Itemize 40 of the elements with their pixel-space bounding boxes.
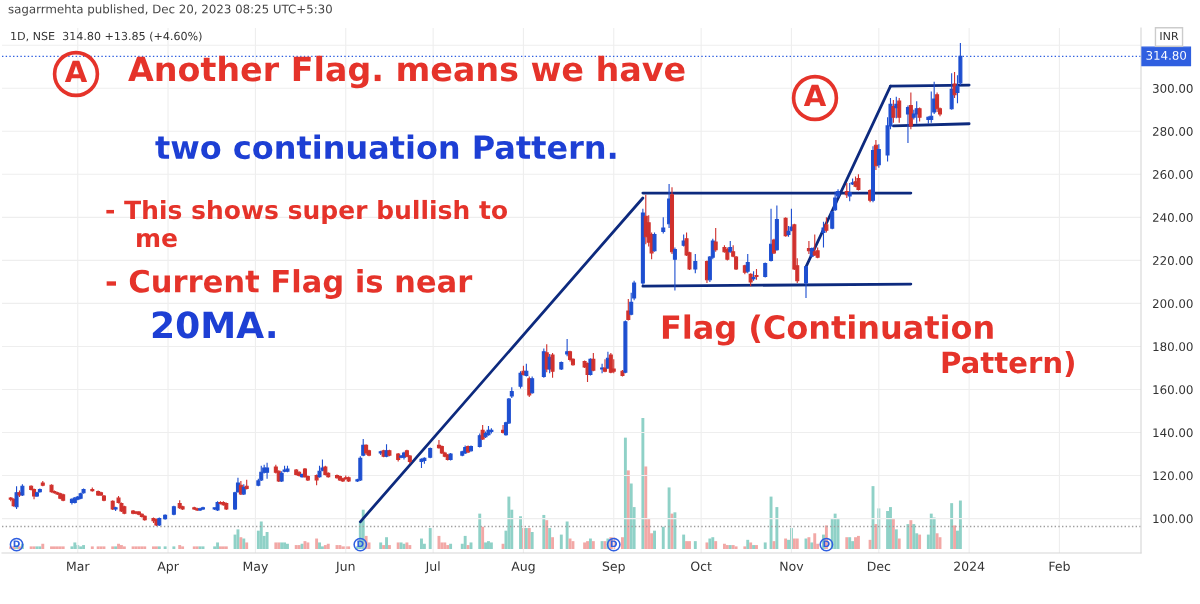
y-tick-label: 160.00 — [1153, 385, 1193, 395]
y-tick-label: 120.00 — [1153, 471, 1193, 481]
x-tick-label: Jul — [424, 561, 440, 574]
x-tick-label: Nov — [780, 561, 804, 572]
annotation: D — [823, 540, 830, 548]
x-tick-label: Aug — [511, 561, 535, 574]
x-tick-label: Sep — [602, 561, 625, 574]
x-tick-label: Oct — [691, 561, 712, 572]
y-tick-label: 300.00 — [1153, 83, 1193, 93]
x-tick-label: Jun — [335, 561, 355, 574]
chart-subtitle: 1D, NSE 314.80 +13.85 (+4.60%) — [11, 31, 202, 42]
y-tick-label: 100.00 — [1153, 514, 1193, 524]
annotation: Another Flag. means we have — [128, 55, 685, 89]
x-tick-label: 2024 — [954, 561, 985, 572]
y-tick-label: 180.00 — [1153, 342, 1193, 352]
y-tick-label: 140.00 — [1153, 428, 1193, 438]
annotation: A — [803, 84, 827, 107]
y-tick-label: 220.00 — [1152, 256, 1193, 266]
x-tick-label: Dec — [867, 561, 891, 572]
annotation: Flag (Continuation — [662, 314, 993, 346]
x-tick-label: Apr — [157, 561, 179, 574]
x-tick-label: Mar — [67, 561, 90, 572]
y-axis-title: INR — [1160, 31, 1179, 41]
y-tick-label: 260.00 — [1152, 170, 1193, 179]
chart-title: sagarrmehta published, Dec 20, 2023 08:25 UTC+5:30 — [8, 4, 332, 16]
y-tick-label: 200.00 — [1152, 299, 1193, 309]
annotation: two continuation Pattern. — [155, 134, 616, 160]
annotation: 20MA. — [152, 311, 275, 339]
annotation: D — [13, 540, 20, 548]
ref-line-label: 314.80 — [1146, 50, 1187, 60]
annotation: me — [137, 232, 177, 248]
x-tick-label: May — [243, 561, 268, 574]
y-tick-label: 280.00 — [1152, 127, 1193, 136]
y-tick-label: 240.00 — [1152, 213, 1193, 222]
annotation: - Current Flag is near — [106, 269, 473, 299]
annotation: Pattern) — [942, 350, 1074, 377]
x-tick-label: Feb — [1049, 561, 1070, 572]
annotation: D — [610, 540, 618, 548]
annotation: - This shows super bullish to — [106, 199, 508, 225]
annotation: A — [64, 60, 88, 83]
